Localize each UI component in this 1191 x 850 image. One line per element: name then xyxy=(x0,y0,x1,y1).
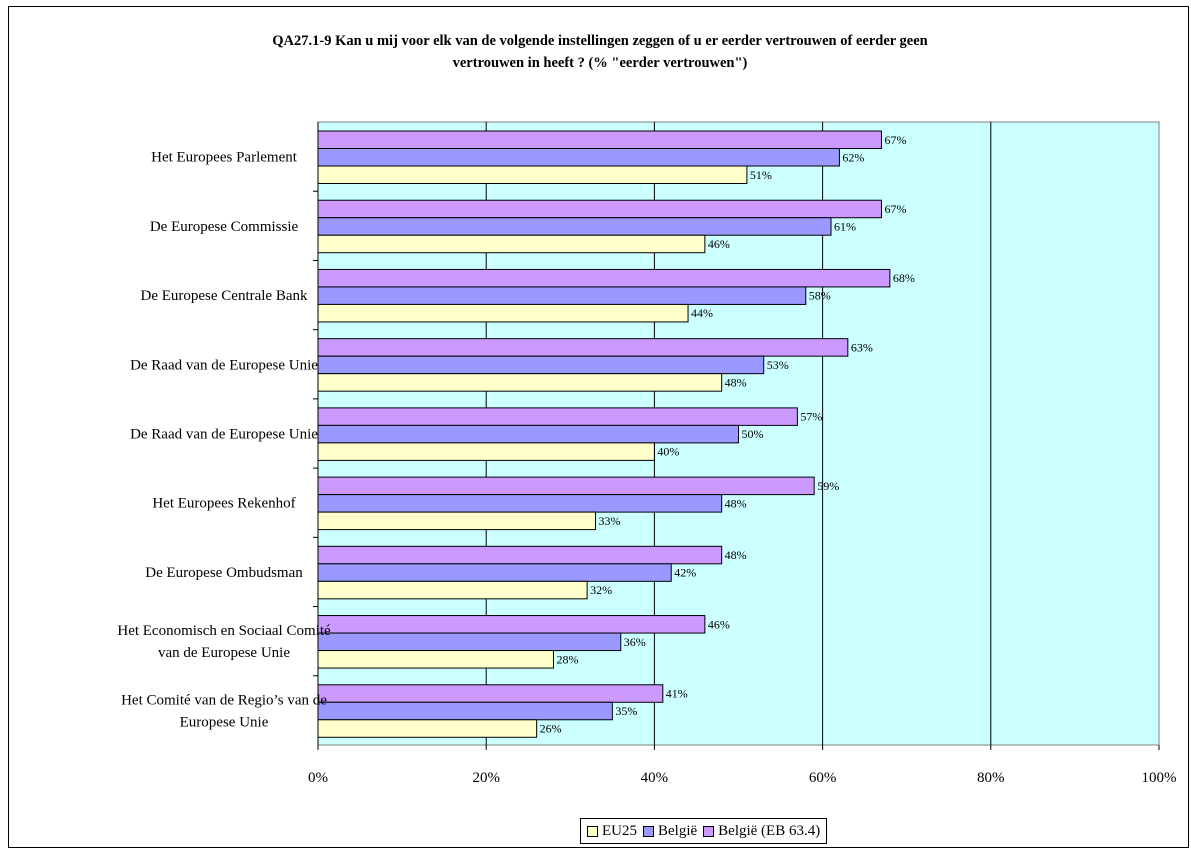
legend-label: België xyxy=(658,822,698,839)
data-label: 26% xyxy=(540,722,562,736)
bar xyxy=(317,580,588,600)
data-label: 35% xyxy=(615,704,637,718)
data-label: 48% xyxy=(725,375,747,389)
chart-title: QA27.1-9 Kan u mij voor elk van de volge… xyxy=(100,30,1100,74)
bar xyxy=(317,130,882,149)
category-label: De Europese Commissie xyxy=(150,219,299,235)
bar xyxy=(317,165,748,184)
x-tick-label: 80% xyxy=(977,770,1005,786)
bar xyxy=(317,373,723,392)
data-label: 62% xyxy=(842,150,864,164)
bar xyxy=(317,355,765,375)
data-label: 63% xyxy=(851,340,873,354)
category-label: De Europese Ombudsman xyxy=(145,565,303,581)
legend-swatch xyxy=(643,825,654,837)
legend: EU25 België België (EB 63.4) xyxy=(580,818,828,844)
data-label: 36% xyxy=(624,635,646,649)
bar xyxy=(317,338,849,357)
bar xyxy=(317,424,739,444)
data-label: 50% xyxy=(742,427,764,441)
category-label: De Raad van de Europese Unie xyxy=(130,357,318,373)
category-label: Het Europees Parlement xyxy=(151,150,298,166)
bar xyxy=(317,217,832,236)
data-label: 57% xyxy=(800,410,822,424)
category-label: Europese Unie xyxy=(180,714,269,730)
data-label: 67% xyxy=(884,133,906,147)
category-label: Het Comité van de Regio’s van de xyxy=(121,692,327,708)
category-label: Het Economisch en Sociaal Comité xyxy=(117,623,331,639)
bar xyxy=(317,650,554,669)
data-label: 32% xyxy=(590,583,612,597)
bar xyxy=(317,199,882,219)
bar xyxy=(317,545,723,565)
data-label: 58% xyxy=(809,289,831,303)
x-tick-label: 20% xyxy=(472,770,500,786)
data-label: 41% xyxy=(666,687,688,701)
data-label: 48% xyxy=(725,548,747,562)
bar xyxy=(317,442,655,461)
data-label: 53% xyxy=(767,358,789,372)
data-label: 46% xyxy=(708,617,730,631)
bar xyxy=(317,719,538,738)
bar xyxy=(317,684,664,703)
data-label: 59% xyxy=(817,479,839,493)
data-label: 33% xyxy=(599,514,621,528)
x-tick-label: 100% xyxy=(1142,770,1177,786)
bar xyxy=(317,615,706,634)
chart-title-line-2: vertrouwen in heeft ? (% "eerder vertrou… xyxy=(452,55,748,71)
data-label: 51% xyxy=(750,168,772,182)
bar xyxy=(317,563,672,582)
bar xyxy=(317,148,840,167)
bar xyxy=(317,286,807,305)
bar xyxy=(317,701,613,721)
data-label: 40% xyxy=(657,445,679,459)
data-label: 46% xyxy=(708,237,730,251)
legend-item: EU25 xyxy=(587,823,637,840)
data-label: 48% xyxy=(725,496,747,510)
category-label: Het Europees Rekenhof xyxy=(152,496,295,512)
legend-label: EU25 xyxy=(602,822,637,839)
legend-swatch xyxy=(587,825,598,837)
bar xyxy=(317,303,689,323)
category-label: van de Europese Unie xyxy=(158,645,290,661)
legend-swatch xyxy=(703,825,715,837)
legend-item: België (EB 63.4) xyxy=(703,823,820,840)
legend-item: België xyxy=(643,823,697,840)
bar xyxy=(317,632,622,652)
bar xyxy=(317,494,723,513)
bar xyxy=(317,407,798,426)
data-label: 61% xyxy=(834,219,856,233)
bar xyxy=(317,268,891,288)
data-label: 44% xyxy=(691,306,713,320)
bar xyxy=(317,511,597,531)
x-tick-label: 40% xyxy=(641,770,669,786)
data-label: 28% xyxy=(556,652,578,666)
category-label: De Europese Centrale Bank xyxy=(140,288,308,304)
data-label: 67% xyxy=(884,202,906,216)
legend-label: België (EB 63.4) xyxy=(718,822,821,839)
x-tick-label: 60% xyxy=(809,770,837,786)
category-label: De Raad van de Europese Unie xyxy=(130,427,318,443)
data-label: 68% xyxy=(893,271,915,285)
chart-title-line-1: QA27.1-9 Kan u mij voor elk van de volge… xyxy=(272,33,928,49)
bar xyxy=(317,476,815,496)
x-tick-label: 0% xyxy=(308,770,328,786)
data-label: 42% xyxy=(674,566,696,580)
bar xyxy=(317,234,706,254)
